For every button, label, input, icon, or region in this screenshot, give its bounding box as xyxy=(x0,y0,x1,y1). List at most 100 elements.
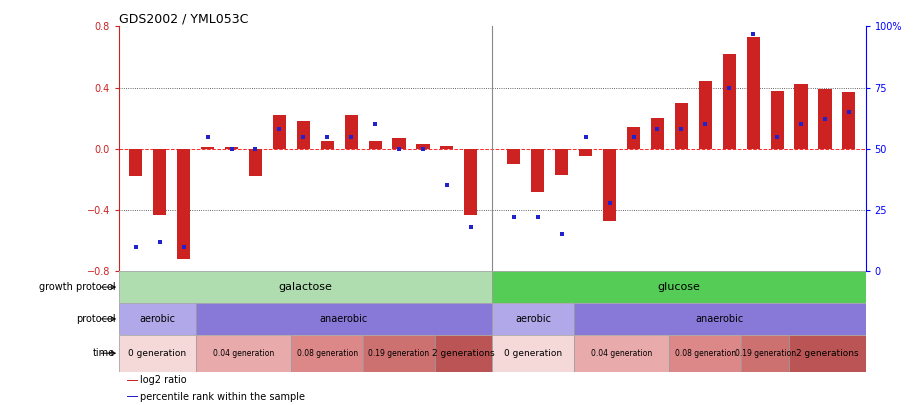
Bar xyxy=(579,149,593,156)
Text: 0.08 generation: 0.08 generation xyxy=(297,349,358,358)
Text: 0 generation: 0 generation xyxy=(128,349,187,358)
Bar xyxy=(417,144,430,149)
FancyBboxPatch shape xyxy=(554,271,569,364)
Bar xyxy=(651,118,664,149)
Bar xyxy=(297,121,310,149)
Text: log2 ratio: log2 ratio xyxy=(139,375,186,386)
FancyBboxPatch shape xyxy=(578,271,593,364)
Bar xyxy=(603,149,616,221)
FancyBboxPatch shape xyxy=(392,271,407,364)
Text: aerobic: aerobic xyxy=(139,314,175,324)
FancyBboxPatch shape xyxy=(196,335,291,371)
FancyBboxPatch shape xyxy=(493,335,573,371)
FancyBboxPatch shape xyxy=(363,335,435,371)
FancyBboxPatch shape xyxy=(741,335,789,371)
FancyBboxPatch shape xyxy=(493,303,573,335)
Bar xyxy=(507,149,520,164)
Text: protocol: protocol xyxy=(76,314,115,324)
Text: anaerobic: anaerobic xyxy=(320,314,368,324)
FancyBboxPatch shape xyxy=(627,271,641,364)
FancyBboxPatch shape xyxy=(722,271,736,364)
Bar xyxy=(177,149,191,259)
Text: 0.08 generation: 0.08 generation xyxy=(675,349,736,358)
FancyBboxPatch shape xyxy=(493,271,866,303)
FancyBboxPatch shape xyxy=(224,271,239,364)
FancyBboxPatch shape xyxy=(177,271,191,364)
Text: percentile rank within the sample: percentile rank within the sample xyxy=(139,392,305,401)
Bar xyxy=(770,91,784,149)
Bar xyxy=(675,103,688,149)
FancyBboxPatch shape xyxy=(650,271,665,364)
Text: anaerobic: anaerobic xyxy=(695,314,744,324)
FancyBboxPatch shape xyxy=(320,271,334,364)
FancyBboxPatch shape xyxy=(440,271,454,364)
Text: growth protocol: growth protocol xyxy=(38,282,115,292)
FancyBboxPatch shape xyxy=(248,271,263,364)
Bar xyxy=(747,37,759,149)
FancyBboxPatch shape xyxy=(368,271,382,364)
Bar xyxy=(441,146,453,149)
Bar xyxy=(555,149,568,175)
FancyBboxPatch shape xyxy=(344,271,358,364)
Bar xyxy=(126,396,137,397)
Bar xyxy=(723,54,736,149)
FancyBboxPatch shape xyxy=(119,335,196,371)
Text: 0.19 generation: 0.19 generation xyxy=(735,349,796,358)
FancyBboxPatch shape xyxy=(153,271,167,364)
FancyBboxPatch shape xyxy=(670,335,741,371)
FancyBboxPatch shape xyxy=(201,271,215,364)
FancyBboxPatch shape xyxy=(746,271,760,364)
Bar xyxy=(818,89,832,149)
Bar xyxy=(794,85,808,149)
Bar xyxy=(392,138,406,149)
FancyBboxPatch shape xyxy=(573,303,866,335)
FancyBboxPatch shape xyxy=(272,271,287,364)
Text: 0.04 generation: 0.04 generation xyxy=(591,349,652,358)
Bar xyxy=(321,141,333,149)
Bar xyxy=(344,115,358,149)
Bar xyxy=(201,147,214,149)
FancyBboxPatch shape xyxy=(463,271,478,364)
Text: 2 generations: 2 generations xyxy=(432,349,495,358)
FancyBboxPatch shape xyxy=(530,271,545,364)
Bar xyxy=(126,380,137,381)
FancyBboxPatch shape xyxy=(119,271,493,303)
Text: 0.19 generation: 0.19 generation xyxy=(368,349,430,358)
FancyBboxPatch shape xyxy=(507,271,521,364)
FancyBboxPatch shape xyxy=(842,271,856,364)
FancyBboxPatch shape xyxy=(291,335,363,371)
FancyBboxPatch shape xyxy=(674,271,689,364)
FancyBboxPatch shape xyxy=(416,271,431,364)
Bar xyxy=(153,149,167,215)
FancyBboxPatch shape xyxy=(296,271,311,364)
Bar xyxy=(531,149,544,192)
FancyBboxPatch shape xyxy=(794,271,808,364)
Text: time: time xyxy=(93,348,115,358)
FancyBboxPatch shape xyxy=(196,303,493,335)
FancyBboxPatch shape xyxy=(789,335,866,371)
Text: GDS2002 / YML053C: GDS2002 / YML053C xyxy=(119,12,248,25)
FancyBboxPatch shape xyxy=(818,271,832,364)
FancyBboxPatch shape xyxy=(603,271,616,364)
Text: 0 generation: 0 generation xyxy=(504,349,562,358)
Bar xyxy=(368,141,382,149)
Bar xyxy=(225,147,238,149)
Bar xyxy=(843,92,856,149)
Text: glucose: glucose xyxy=(658,282,701,292)
Text: 0.04 generation: 0.04 generation xyxy=(213,349,274,358)
FancyBboxPatch shape xyxy=(119,303,196,335)
Bar xyxy=(273,115,286,149)
Bar xyxy=(464,149,477,215)
Bar xyxy=(627,127,640,149)
Bar xyxy=(249,149,262,176)
Text: 2 generations: 2 generations xyxy=(796,349,858,358)
Bar xyxy=(129,149,142,176)
Bar xyxy=(699,81,712,149)
FancyBboxPatch shape xyxy=(698,271,713,364)
FancyBboxPatch shape xyxy=(128,271,143,364)
FancyBboxPatch shape xyxy=(573,335,670,371)
FancyBboxPatch shape xyxy=(769,271,784,364)
Text: aerobic: aerobic xyxy=(515,314,551,324)
FancyBboxPatch shape xyxy=(435,335,493,371)
Text: galactose: galactose xyxy=(278,282,333,292)
